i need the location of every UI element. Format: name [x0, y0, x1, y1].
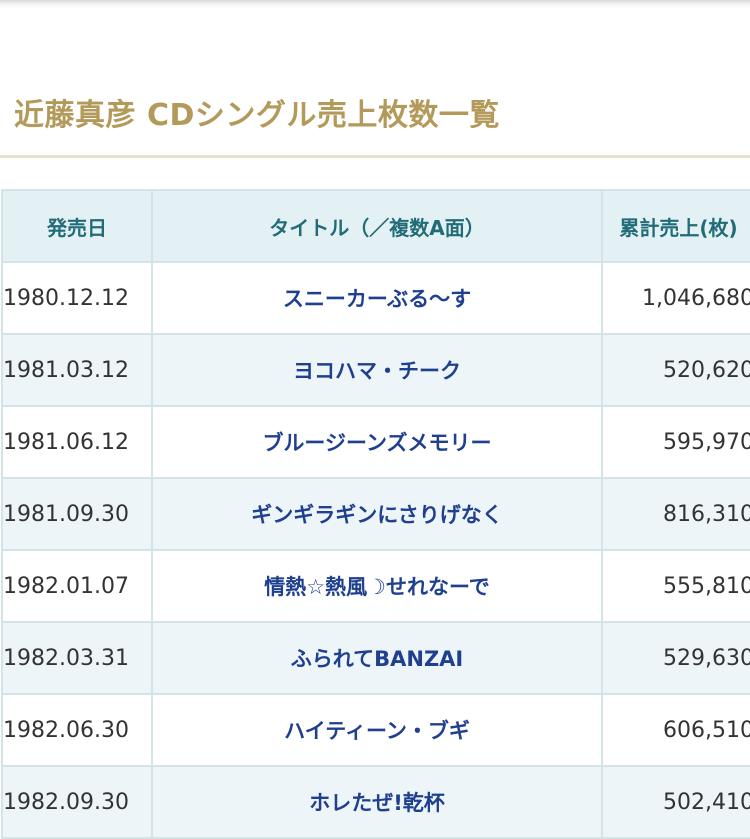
sales-cell: 529,630: [601, 621, 750, 695]
song-title-cell: ブルージーンズメモリー: [151, 405, 603, 479]
song-title-cell: 情熱☆熱風☽せれなーで: [151, 549, 603, 623]
table-row: 1981.03.12 ヨコハマ・チーク 520,620: [1, 333, 750, 407]
header-release-date: 発売日: [1, 189, 153, 263]
sales-cell: 816,310: [601, 477, 750, 551]
release-date-cell: 1981.03.12: [1, 333, 153, 407]
release-date-cell: 1982.01.07: [1, 549, 153, 623]
header-cumulative-sales: 累計売上(枚): [601, 189, 750, 263]
table-row: 1982.01.07 情熱☆熱風☽せれなーで 555,810: [1, 549, 750, 623]
table-row: 1982.03.31 ふられてBANZAI 529,630: [1, 621, 750, 695]
header-title: タイトル（／複数A面）: [151, 189, 603, 263]
song-title-cell: ホレたぜ!乾杯: [151, 765, 603, 839]
song-title-cell: ハイティーン・ブギ: [151, 693, 603, 767]
release-date-cell: 1980.12.12: [1, 261, 153, 335]
release-date-cell: 1982.09.30: [1, 765, 153, 839]
release-date-cell: 1982.06.30: [1, 693, 153, 767]
sales-cell: 555,810: [601, 549, 750, 623]
sales-cell: 595,970: [601, 405, 750, 479]
song-title-cell: ふられてBANZAI: [151, 621, 603, 695]
table-row: 1981.09.30 ギンギラギンにさりげなく 816,310: [1, 477, 750, 551]
page-title: 近藤真彦 CDシングル売上枚数一覧: [14, 98, 500, 133]
sales-cell: 502,410: [601, 765, 750, 839]
top-bar-shadow: [0, 0, 750, 8]
sales-cell: 1,046,680: [601, 261, 750, 335]
table-header-row: 発売日 タイトル（／複数A面） 累計売上(枚): [1, 189, 750, 263]
table-row: 1981.06.12 ブルージーンズメモリー 595,970: [1, 405, 750, 479]
sales-cell: 606,510: [601, 693, 750, 767]
title-divider: [0, 155, 750, 158]
release-date-cell: 1981.06.12: [1, 405, 153, 479]
release-date-cell: 1981.09.30: [1, 477, 153, 551]
sales-cell: 520,620: [601, 333, 750, 407]
release-date-cell: 1982.03.31: [1, 621, 153, 695]
table-row: 1982.06.30 ハイティーン・ブギ 606,510: [1, 693, 750, 767]
sales-table: 発売日 タイトル（／複数A面） 累計売上(枚) 1980.12.12 スニーカー…: [1, 189, 750, 839]
table-row: 1980.12.12 スニーカーぶる〜す 1,046,680: [1, 261, 750, 335]
song-title-cell: ギンギラギンにさりげなく: [151, 477, 603, 551]
song-title-cell: スニーカーぶる〜す: [151, 261, 603, 335]
song-title-cell: ヨコハマ・チーク: [151, 333, 603, 407]
table-row: 1982.09.30 ホレたぜ!乾杯 502,410: [1, 765, 750, 839]
